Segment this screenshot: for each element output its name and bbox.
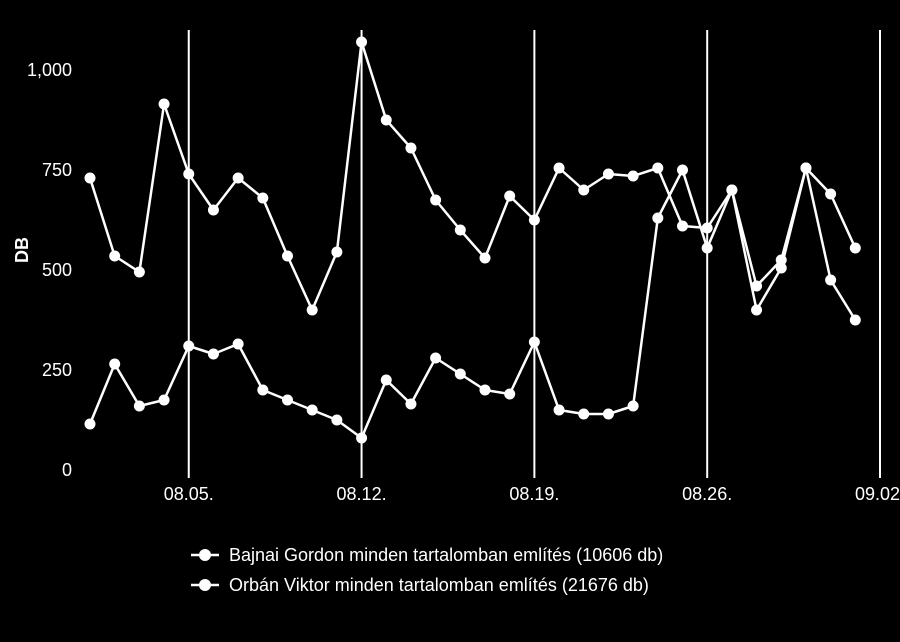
series-marker-bajnai xyxy=(431,353,441,363)
series-marker-bajnai xyxy=(233,339,243,349)
chart-svg: 0 250 500 750 1,000 DB 08.05. 08.12. 08.19. 08.26… xyxy=(0,0,900,642)
series-marker-bajnai xyxy=(307,405,317,415)
series-marker-bajnai xyxy=(850,315,860,325)
x-tick-label: 08.05. xyxy=(164,484,214,504)
series-marker-orban xyxy=(381,115,391,125)
series-marker-orban xyxy=(579,185,589,195)
series-marker-bajnai xyxy=(702,243,712,253)
legend-swatch-marker xyxy=(199,579,211,591)
x-tick-label: 08.12. xyxy=(337,484,387,504)
series-marker-bajnai xyxy=(110,359,120,369)
series-marker-orban xyxy=(110,251,120,261)
y-tick-label: 250 xyxy=(42,360,72,380)
series-marker-bajnai xyxy=(406,399,416,409)
series-marker-bajnai xyxy=(357,433,367,443)
series-marker-bajnai xyxy=(283,395,293,405)
series-marker-bajnai xyxy=(826,275,836,285)
series-marker-bajnai xyxy=(678,165,688,175)
y-tick-label: 750 xyxy=(42,160,72,180)
series-marker-orban xyxy=(727,185,737,195)
series-marker-orban xyxy=(776,263,786,273)
series-marker-orban xyxy=(283,251,293,261)
series-marker-orban xyxy=(208,205,218,215)
y-axis-label: DB xyxy=(12,237,32,263)
x-tick-label: 09.02. xyxy=(855,484,900,504)
series-marker-bajnai xyxy=(480,385,490,395)
series-marker-orban xyxy=(628,171,638,181)
series-marker-bajnai xyxy=(579,409,589,419)
series-marker-bajnai xyxy=(134,401,144,411)
series-marker-bajnai xyxy=(455,369,465,379)
series-marker-orban xyxy=(826,189,836,199)
series-marker-orban xyxy=(505,191,515,201)
legend-label: Bajnai Gordon minden tartalomban említés… xyxy=(229,545,663,565)
x-tick-label: 08.26. xyxy=(682,484,732,504)
series-marker-bajnai xyxy=(159,395,169,405)
line-chart: 0 250 500 750 1,000 DB 08.05. 08.12. 08.19. 08.26… xyxy=(0,0,900,642)
y-tick-label: 0 xyxy=(62,460,72,480)
series-marker-orban xyxy=(653,163,663,173)
series-marker-orban xyxy=(529,215,539,225)
series-marker-bajnai xyxy=(603,409,613,419)
series-marker-orban xyxy=(678,221,688,231)
series-marker-orban xyxy=(554,163,564,173)
series-marker-bajnai xyxy=(381,375,391,385)
series-marker-bajnai xyxy=(208,349,218,359)
series-marker-bajnai xyxy=(258,385,268,395)
series-marker-bajnai xyxy=(628,401,638,411)
series-marker-orban xyxy=(184,169,194,179)
x-tick-label: 08.19. xyxy=(509,484,559,504)
y-tick-label: 1,000 xyxy=(27,60,72,80)
legend-label: Orbán Viktor minden tartalomban említés … xyxy=(229,575,649,595)
legend-swatch-marker xyxy=(199,549,211,561)
series-marker-bajnai xyxy=(653,213,663,223)
series-marker-orban xyxy=(406,143,416,153)
series-marker-bajnai xyxy=(184,341,194,351)
series-marker-orban xyxy=(134,267,144,277)
series-marker-orban xyxy=(233,173,243,183)
series-marker-orban xyxy=(801,163,811,173)
series-marker-orban xyxy=(307,305,317,315)
series-marker-orban xyxy=(455,225,465,235)
series-marker-orban xyxy=(159,99,169,109)
series-marker-orban xyxy=(603,169,613,179)
series-marker-bajnai xyxy=(332,415,342,425)
series-marker-orban xyxy=(357,37,367,47)
y-tick-label: 500 xyxy=(42,260,72,280)
series-marker-orban xyxy=(702,223,712,233)
series-marker-bajnai xyxy=(85,419,95,429)
series-marker-bajnai xyxy=(554,405,564,415)
series-marker-bajnai xyxy=(505,389,515,399)
series-marker-orban xyxy=(752,305,762,315)
series-marker-orban xyxy=(480,253,490,263)
series-marker-bajnai xyxy=(529,337,539,347)
series-marker-orban xyxy=(850,243,860,253)
series-marker-orban xyxy=(332,247,342,257)
series-marker-orban xyxy=(85,173,95,183)
series-marker-orban xyxy=(258,193,268,203)
series-marker-orban xyxy=(431,195,441,205)
